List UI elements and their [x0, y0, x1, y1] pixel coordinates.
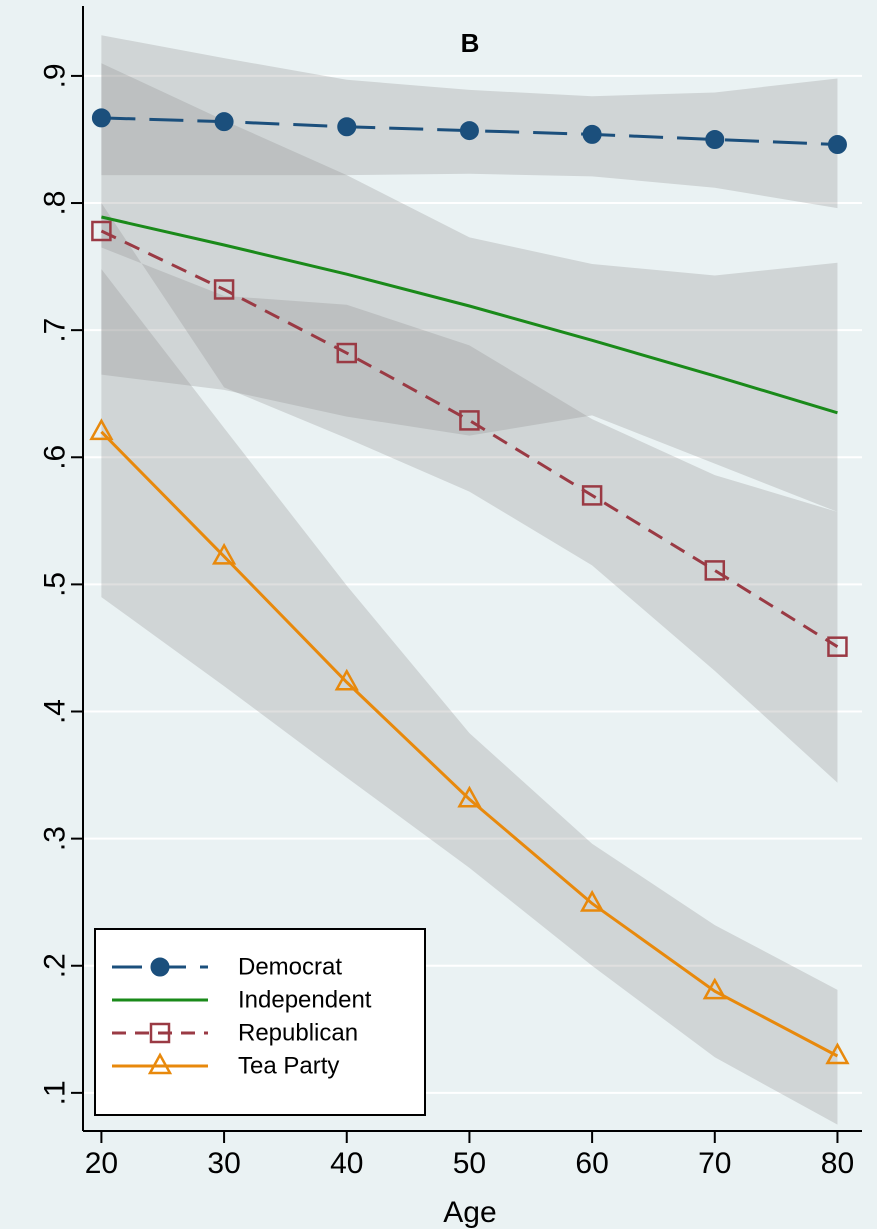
- data-point: [213, 279, 235, 300]
- legend-marker: [149, 1022, 171, 1044]
- legend: Democrat Independent Republican Tea Party: [94, 928, 426, 1116]
- y-tick-label: .7: [39, 318, 72, 343]
- legend-marker: [147, 1052, 173, 1075]
- legend-box: [94, 928, 426, 1116]
- x-axis-title: Age: [443, 1196, 496, 1229]
- series-line-tea-party: [100, 430, 839, 1058]
- data-point: [827, 636, 848, 657]
- data-point: [702, 977, 727, 1000]
- ci-band-tea-party: [101, 269, 838, 1125]
- data-point: [581, 485, 603, 506]
- data-point: [705, 129, 725, 149]
- data-point: [91, 108, 111, 128]
- y-tick-label: .9: [39, 63, 72, 88]
- series-markers: [89, 108, 850, 1065]
- y-tick-label: .6: [39, 445, 72, 470]
- data-point: [89, 418, 114, 441]
- data-point: [704, 560, 726, 581]
- data-point: [336, 342, 358, 364]
- data-point: [337, 117, 357, 137]
- y-tick-label: .5: [39, 572, 72, 597]
- data-point: [579, 889, 605, 912]
- x-tick-label: 50: [453, 1147, 486, 1180]
- x-tick-label: 20: [85, 1147, 118, 1180]
- data-point: [582, 124, 602, 144]
- chart-title: B: [461, 28, 480, 58]
- x-tick-label: 30: [207, 1147, 240, 1180]
- data-point: [459, 410, 480, 431]
- y-tick-label: .3: [39, 826, 72, 851]
- y-tick-label: .8: [39, 191, 72, 216]
- data-point: [825, 1042, 850, 1065]
- axes: .1 .2 .3 .4 .5 .6 .7 .8 .9 20 30 40 50 60 70 80: [39, 6, 862, 1180]
- series-line-independent: [101, 215, 838, 415]
- x-tick-label: 60: [575, 1147, 608, 1180]
- y-tick-label: .2: [39, 953, 72, 978]
- series-line-republican: [100, 229, 839, 648]
- ci-band-republican: [101, 203, 838, 783]
- legend-label: Democrat: [238, 954, 342, 981]
- y-tick-label: .4: [39, 699, 72, 724]
- legend-label: Republican: [238, 1020, 358, 1047]
- data-point: [214, 112, 234, 132]
- legend-marker: [150, 957, 170, 977]
- data-point: [91, 220, 112, 242]
- ci-band-independent: [101, 63, 838, 512]
- x-tick-label: 40: [330, 1147, 363, 1180]
- x-tick-label: 80: [821, 1147, 854, 1180]
- data-point: [211, 542, 237, 565]
- legend-label: Tea Party: [238, 1053, 339, 1080]
- y-tick-label: .1: [39, 1080, 72, 1105]
- confidence-bands: [101, 35, 838, 1125]
- x-tick-label: 70: [698, 1147, 731, 1180]
- data-point: [827, 135, 847, 155]
- data-point: [459, 121, 479, 141]
- data-point: [334, 668, 359, 691]
- data-point: [457, 785, 482, 808]
- legend-label: Independent: [238, 987, 372, 1014]
